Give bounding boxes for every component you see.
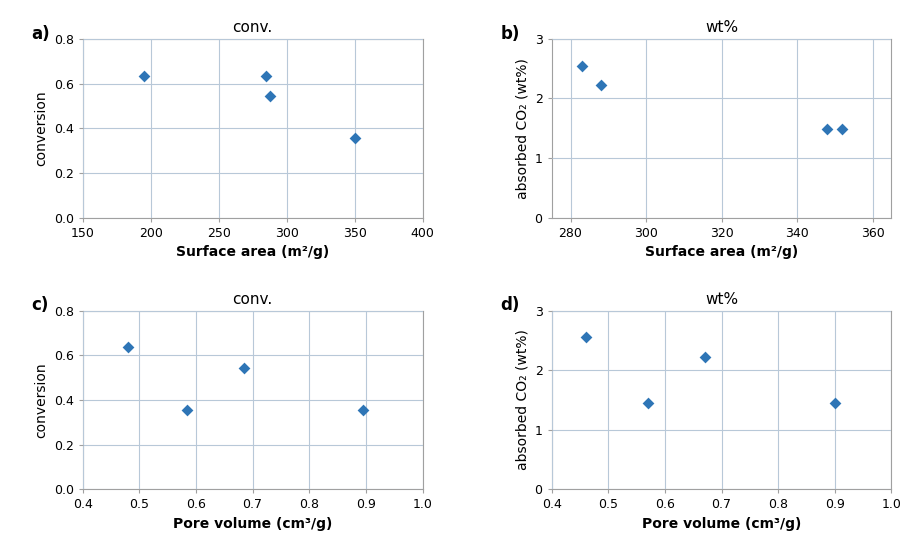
- X-axis label: Pore volume (cm³/g): Pore volume (cm³/g): [173, 517, 333, 531]
- Point: [594, 81, 608, 90]
- Title: conv.: conv.: [233, 20, 273, 35]
- X-axis label: Surface area (m²/g): Surface area (m²/g): [176, 245, 329, 259]
- Point: [137, 71, 152, 80]
- Point: [263, 91, 278, 100]
- Point: [120, 343, 135, 352]
- Point: [835, 125, 850, 134]
- Point: [237, 363, 252, 372]
- Point: [347, 134, 362, 143]
- Text: b): b): [501, 24, 520, 43]
- Point: [574, 61, 589, 70]
- Y-axis label: conversion: conversion: [34, 362, 48, 438]
- Point: [356, 405, 370, 414]
- Text: a): a): [32, 24, 51, 43]
- X-axis label: Pore volume (cm³/g): Pore volume (cm³/g): [641, 517, 801, 531]
- Text: d): d): [501, 296, 520, 314]
- Y-axis label: absorbed CO₂ (wt%): absorbed CO₂ (wt%): [515, 58, 529, 198]
- Title: wt%: wt%: [705, 291, 738, 306]
- Text: c): c): [32, 296, 49, 314]
- Point: [820, 125, 834, 134]
- X-axis label: Surface area (m²/g): Surface area (m²/g): [645, 245, 799, 259]
- Y-axis label: absorbed CO₂ (wt%): absorbed CO₂ (wt%): [515, 330, 529, 470]
- Title: conv.: conv.: [233, 291, 273, 306]
- Y-axis label: conversion: conversion: [34, 91, 48, 166]
- Point: [641, 399, 655, 408]
- Point: [578, 333, 593, 342]
- Title: wt%: wt%: [705, 20, 738, 35]
- Point: [259, 71, 274, 80]
- Point: [180, 405, 195, 414]
- Point: [827, 399, 842, 408]
- Point: [698, 353, 712, 361]
